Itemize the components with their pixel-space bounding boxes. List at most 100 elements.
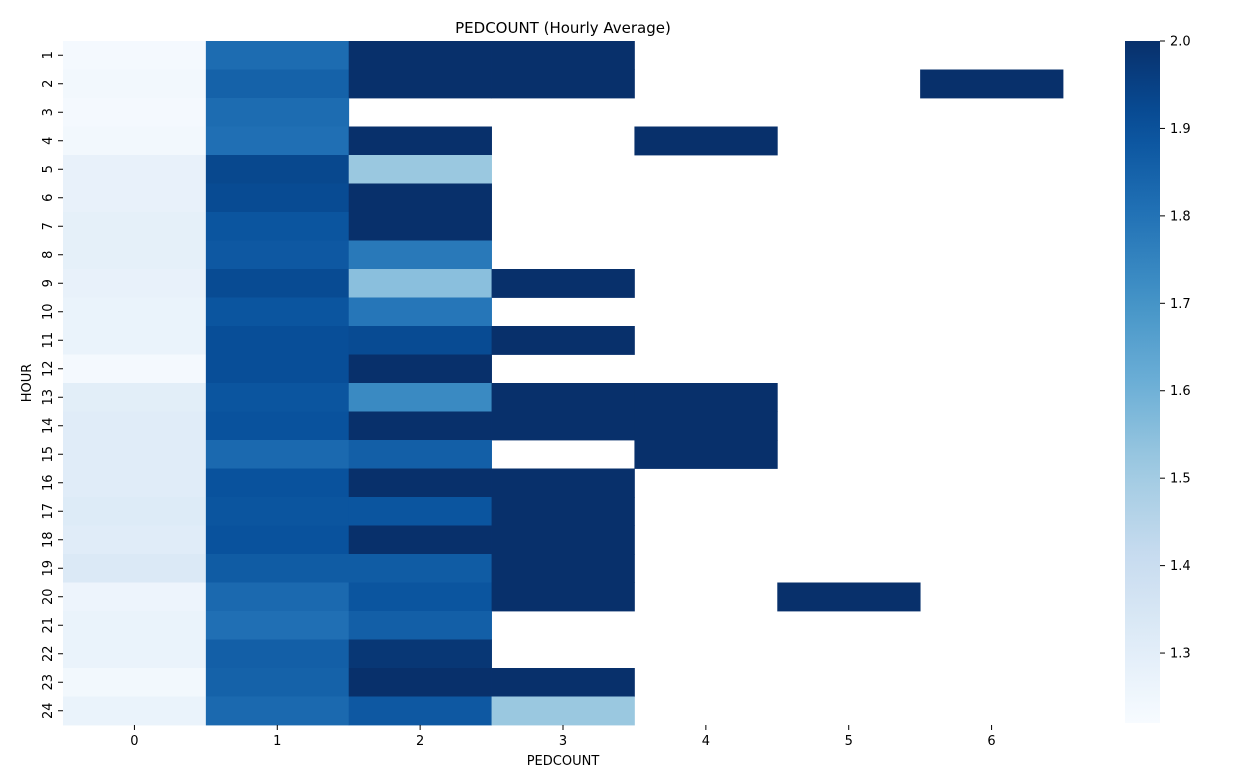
heatmap-cell [63,639,207,669]
heatmap-cell [491,41,635,70]
colorbar-ticks: 1.3 1.4 1.5 1.6 1.7 1.8 1.9 2.0 [1160,35,1191,662]
heatmap-cell [348,668,492,697]
heatmap-cell [348,269,492,298]
heatmap-cell [491,411,635,441]
heatmap-cell [63,155,207,184]
heatmap-cell [205,297,350,327]
y-tick-label: 23 [41,674,56,691]
colorbar [1125,41,1160,723]
heatmap-cell [205,383,350,412]
heatmap-cell [348,326,492,355]
y-tick-label: 20 [41,588,56,605]
heatmap-cell [63,411,207,441]
heatmap-cell [63,582,207,612]
heatmap-cell [348,383,492,412]
heatmap-cell [205,554,350,583]
y-tick-label: 24 [41,702,56,719]
y-axis-label: HOUR [20,364,35,403]
heatmap-cell [205,611,350,640]
heatmap-cell [348,240,492,270]
y-tick-label: 15 [41,446,56,463]
heatmap-cell [348,411,492,441]
heatmap-cell [491,497,635,526]
heatmap-cell [348,468,492,498]
y-tick-label: 19 [41,560,56,577]
heatmap-cell [348,126,492,156]
heatmap-cell [63,468,207,498]
heatmap-cell [63,611,207,640]
x-tick-label: 5 [845,734,853,749]
heatmap-cell [205,183,350,213]
heatmap-cell [634,440,778,469]
y-tick-label: 16 [41,474,56,491]
heatmap-cell [205,98,350,127]
heatmap-cell [348,183,492,213]
y-tick-label: 4 [41,137,56,145]
x-tick-label: 0 [130,734,138,749]
x-tick-label: 1 [273,734,281,749]
heatmap-cell [63,696,207,726]
heatmap-cell [491,69,635,99]
y-tick-label: 18 [41,531,56,548]
heatmap-cell [205,639,350,669]
heatmap-cell [634,126,778,156]
y-tick-label: 8 [41,251,56,259]
y-tick-label: 10 [41,303,56,320]
heatmap-cell [491,582,635,612]
heatmap-cell [205,212,350,241]
heatmap-cell [205,468,350,498]
colorbar-tick-label: 2.0 [1170,35,1191,50]
heatmap-cell [63,98,207,127]
heatmap-cell [491,554,635,583]
heatmap-cell [348,212,492,241]
heatmap-cell [205,354,350,384]
heatmap-cell [205,69,350,99]
heatmap-cell [205,668,350,697]
heatmap-cell [63,326,207,355]
heatmap-cell [63,240,207,270]
heatmap-cell [63,69,207,99]
heatmap-cell [348,155,492,184]
y-tick-label: 11 [41,332,56,349]
y-tick-label: 7 [41,222,56,230]
x-tick-label: 3 [559,734,567,749]
x-axis: 0 1 2 3 4 5 6 [130,725,996,749]
heatmap-cell [63,668,207,697]
heatmap-cell [63,354,207,384]
heatmap-cell [491,326,635,355]
heatmap-cell [205,582,350,612]
heatmap-cell [920,69,1064,99]
y-tick-label: 1 [41,51,56,59]
heatmap-cell [491,468,635,498]
heatmap-cell [348,582,492,612]
colorbar-tick-label: 1.5 [1170,472,1191,487]
heatmap-cell [205,525,350,555]
y-tick-label: 12 [41,360,56,377]
heatmap-cell [63,297,207,327]
y-tick-label: 21 [41,617,56,634]
heatmap-cell [63,497,207,526]
y-tick-label: 5 [41,165,56,173]
heatmap-cell [348,611,492,640]
colorbar-tick-label: 1.6 [1170,384,1191,399]
x-tick-label: 6 [987,734,995,749]
heatmap-cell [491,383,635,412]
heatmap-cell [348,440,492,469]
heatmap-cell [491,525,635,555]
y-tick-label: 17 [41,503,56,520]
heatmap-cell [348,696,492,726]
heatmap-cell [205,440,350,469]
y-tick-label: 6 [41,194,56,202]
heatmap-cell [63,383,207,412]
heatmap-cell [348,354,492,384]
heatmap-cell [63,126,207,156]
y-tick-label: 9 [41,279,56,287]
heatmap-cell [63,183,207,213]
heatmap-cell [205,41,350,70]
heatmap-cell [491,269,635,298]
colorbar-tick-label: 1.7 [1170,297,1191,312]
heatmap-cell [777,582,921,612]
